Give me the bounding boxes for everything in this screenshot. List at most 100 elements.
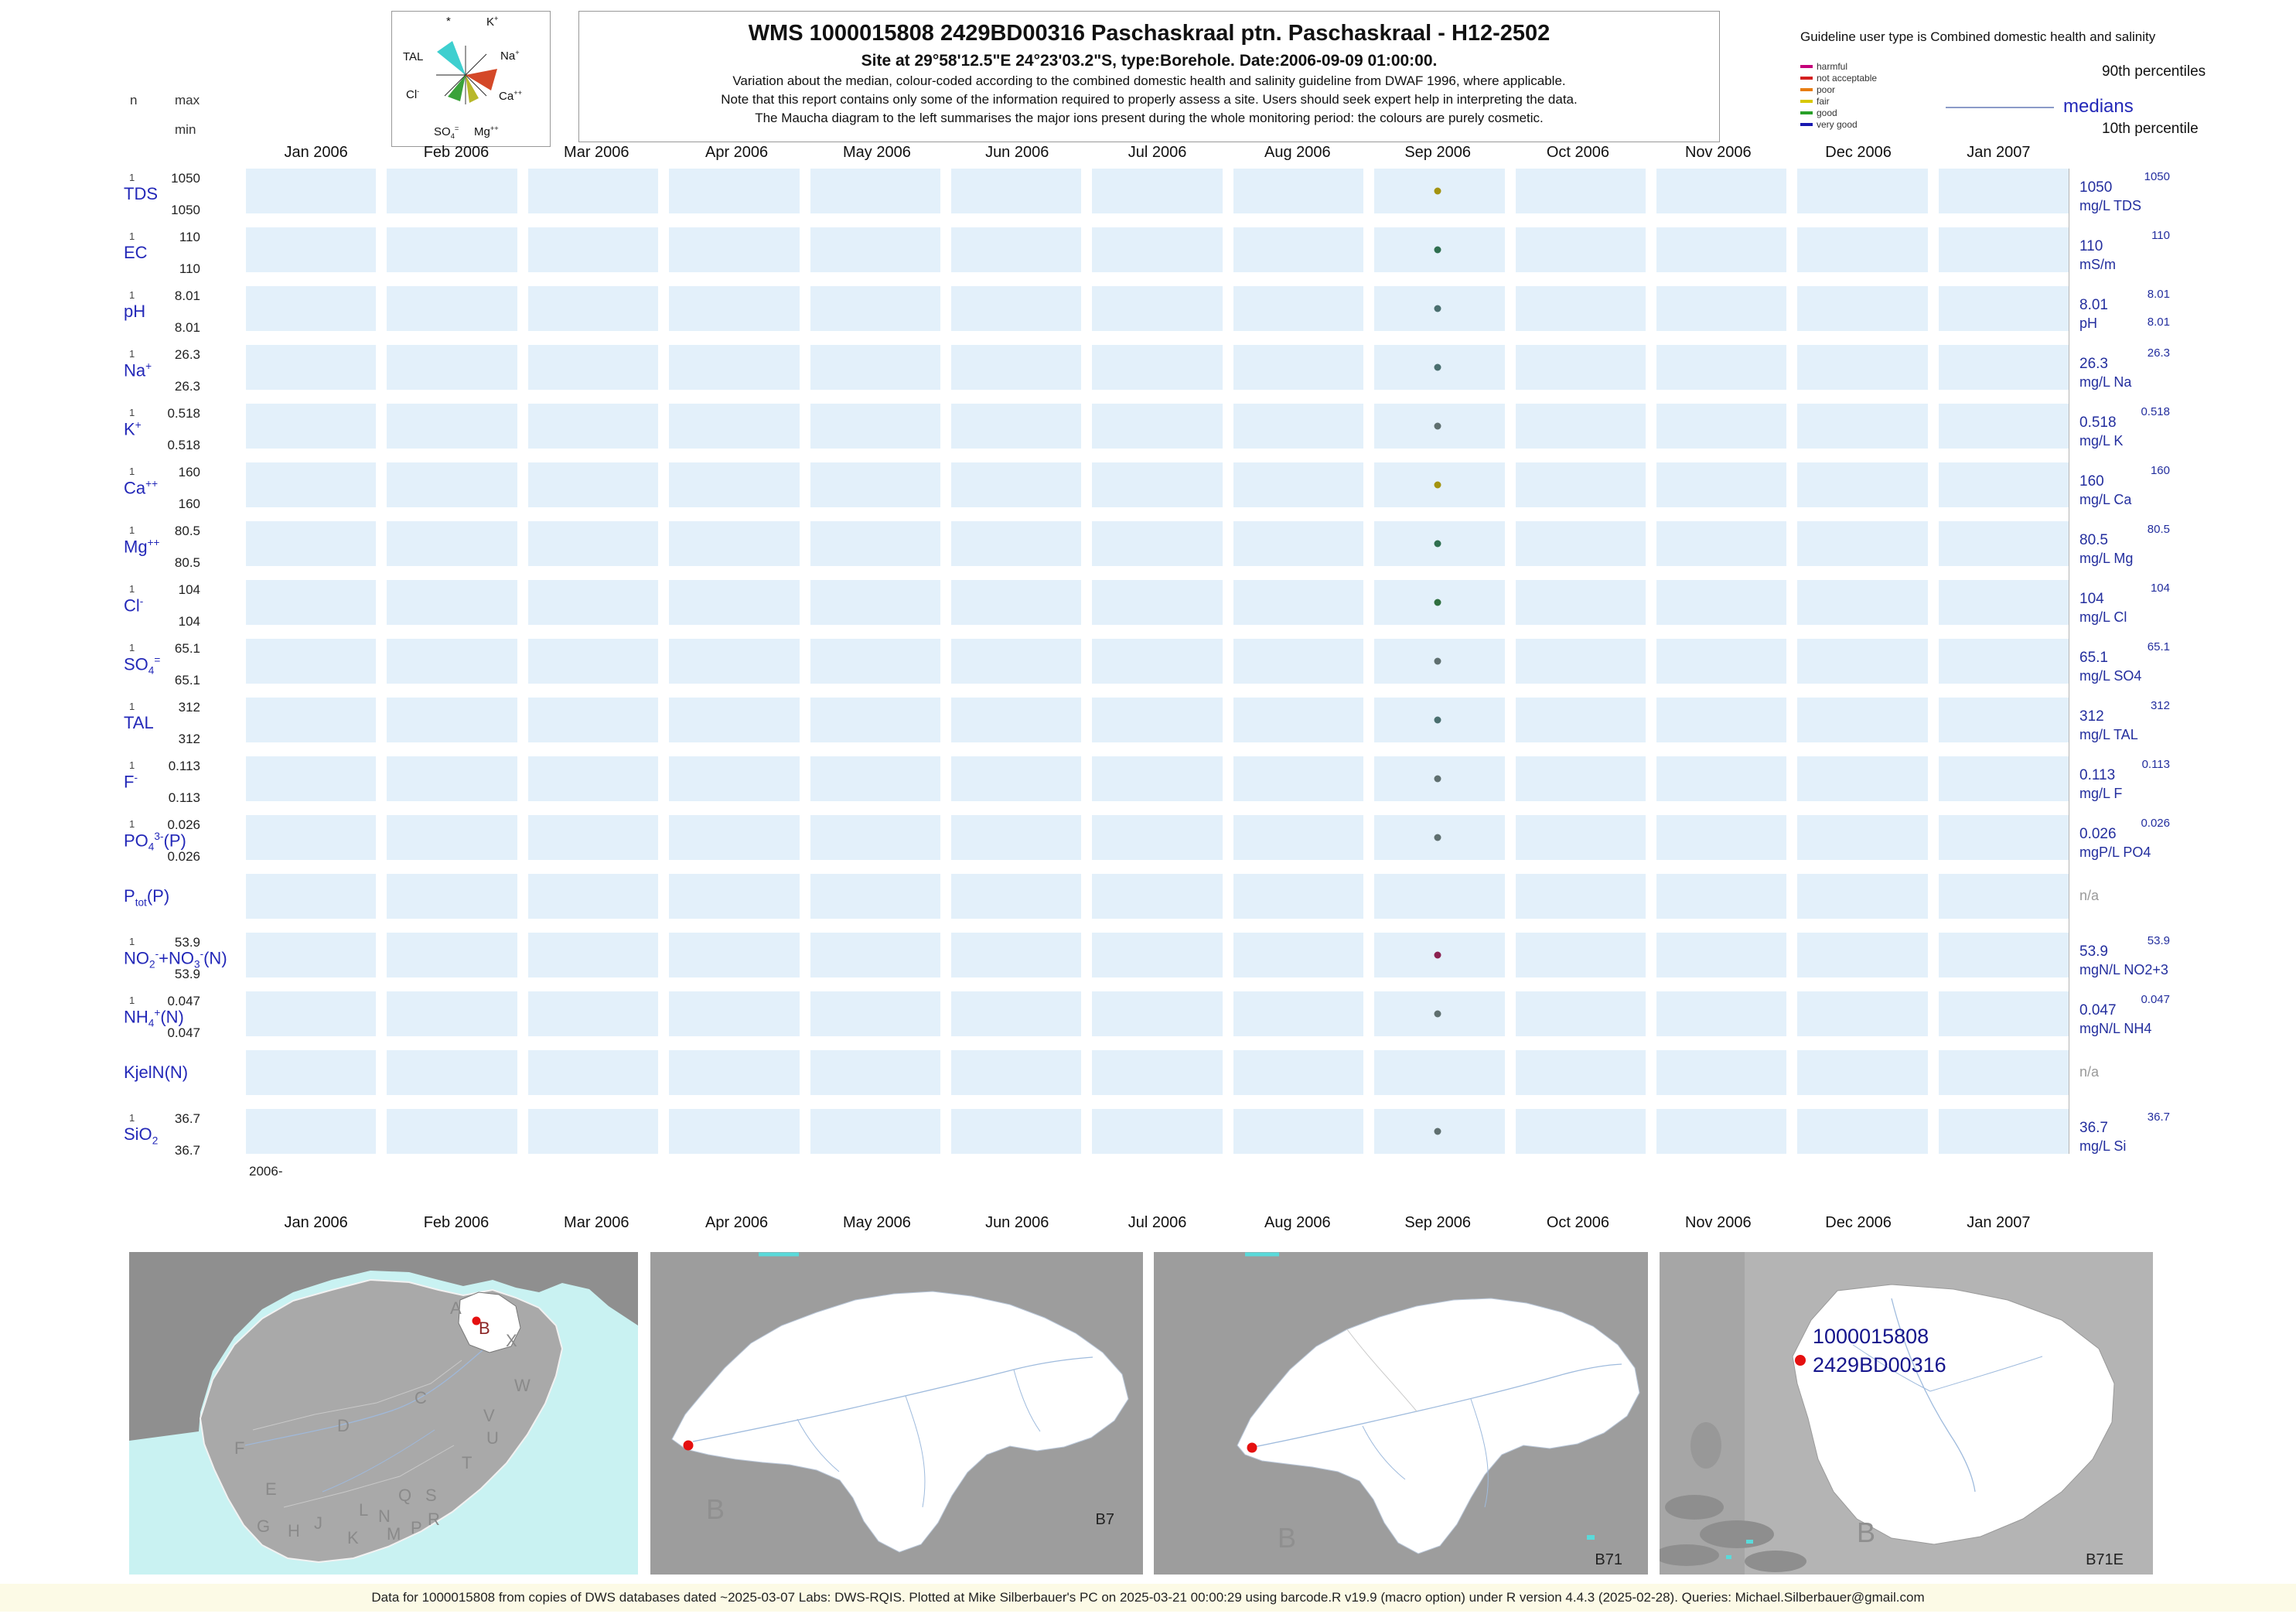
sample-dot bbox=[1434, 1128, 1441, 1135]
month-band-cell bbox=[810, 169, 940, 213]
sample-dot bbox=[1434, 951, 1441, 959]
south-africa-map-image: ABX W C V D UT F E Q S L N R JHG K M P bbox=[129, 1252, 638, 1575]
month-band-cell bbox=[1515, 462, 1646, 507]
month-band-cell bbox=[1092, 404, 1223, 449]
month-band-cell bbox=[669, 639, 800, 684]
parameter-row-nh4: 1 0.047 NH4+(N) 0.047 0.047 0.047 mgN/L NH4 bbox=[124, 991, 2216, 1040]
month-band-cell bbox=[1092, 756, 1223, 801]
sample-count: 1 bbox=[129, 1112, 135, 1124]
row-summary: 0.518 0.518 mg/L K bbox=[2073, 404, 2216, 449]
month-band-cell bbox=[1656, 1050, 1787, 1095]
legend-class-label: poor bbox=[1817, 84, 1836, 95]
month-band-cell bbox=[1233, 462, 1364, 507]
station-code-label: 2429BD00316 bbox=[1813, 1353, 1946, 1377]
month-label: May 2006 bbox=[842, 144, 911, 161]
month-band-cell bbox=[1092, 698, 1223, 742]
month-band-cell bbox=[527, 933, 659, 977]
month-band-cell bbox=[1797, 698, 1928, 742]
parameter-label: TAL bbox=[124, 713, 154, 732]
month-band-cell bbox=[810, 815, 940, 860]
month-band-cell bbox=[669, 521, 800, 566]
max-value: 8.01 bbox=[174, 288, 200, 303]
month-band-cell bbox=[1092, 991, 1223, 1036]
month-band-cell bbox=[1656, 345, 1787, 390]
month-band-cell bbox=[669, 756, 800, 801]
legend-classes: harmful not acceptable poor fair good very go… bbox=[1800, 60, 1877, 130]
month-band-cell bbox=[669, 580, 800, 625]
p90-value: 0.518 bbox=[2141, 405, 2170, 418]
station-marker bbox=[472, 1316, 481, 1325]
month-band-cell bbox=[1656, 874, 1787, 919]
p90-value: 0.047 bbox=[2141, 993, 2170, 1006]
month-band-cell bbox=[810, 639, 940, 684]
month-band-cell bbox=[246, 698, 377, 742]
row-summary: 0.047 0.047 mgN/L NH4 bbox=[2073, 991, 2216, 1036]
month-band-cell bbox=[246, 521, 377, 566]
month-band-cell bbox=[1938, 698, 2069, 742]
median-value: 0.047 bbox=[2079, 1002, 2117, 1018]
region-letter-J: J bbox=[314, 1513, 322, 1533]
median-value: 1050 bbox=[2079, 179, 2113, 196]
month-band-cell bbox=[950, 756, 1082, 801]
month-label: Aug 2006 bbox=[1264, 144, 1331, 161]
row-stats: 1 160 Ca++ 160 bbox=[124, 462, 246, 511]
maucha-ion-label: Na+ bbox=[500, 49, 520, 63]
row-stats: 1 0.113 F- 0.113 bbox=[124, 756, 246, 805]
no-data-label: n/a bbox=[2079, 888, 2100, 903]
month-band-cell bbox=[1233, 815, 1364, 860]
parameter-rows: 1 1050 TDS 1050 1050 1050 mg/L TDS 1 110 EC 110 110… bbox=[124, 169, 2216, 1168]
min-value: 0.026 bbox=[167, 849, 200, 864]
parameter-row-ca: 1 160 Ca++ 160 160 160 mg/L Ca bbox=[124, 462, 2216, 511]
month-band-cell bbox=[950, 933, 1082, 977]
parameter-label: PO43-(P) bbox=[124, 831, 186, 853]
min-value: 160 bbox=[178, 496, 200, 511]
region-letter-F: F bbox=[234, 1438, 244, 1458]
month-band-cell bbox=[669, 404, 800, 449]
row-summary: 8.01 8.01 pH 8.01 bbox=[2073, 286, 2216, 331]
month-label: Jun 2006 bbox=[985, 1214, 1049, 1231]
parameter-label: TDS bbox=[124, 184, 158, 203]
region-letter-V: V bbox=[483, 1406, 495, 1425]
month-band-cell bbox=[387, 345, 517, 390]
median-value: 312 bbox=[2079, 708, 2104, 725]
median-value: 0.518 bbox=[2079, 415, 2117, 431]
p90-value: 26.3 bbox=[2147, 346, 2170, 360]
p90-value: 53.9 bbox=[2147, 934, 2170, 947]
month-label: May 2006 bbox=[842, 1214, 911, 1231]
region-letter-B: B bbox=[479, 1319, 490, 1338]
month-band-cell bbox=[246, 1050, 377, 1095]
month-band-cell bbox=[246, 756, 377, 801]
month-band-cell bbox=[527, 991, 659, 1036]
legend-p90-label: 90th percentiles bbox=[2102, 63, 2206, 80]
month-band-cell bbox=[669, 815, 800, 860]
region-letter-T: T bbox=[462, 1453, 472, 1472]
month-band-cell bbox=[527, 1050, 659, 1095]
month-band-cell bbox=[1092, 286, 1223, 331]
month-band-cell bbox=[950, 580, 1082, 625]
row-stats: 1 53.9 NO2-+NO3-(N) 53.9 bbox=[124, 933, 246, 981]
month-band-cell bbox=[1515, 874, 1646, 919]
parameter-label: EC bbox=[124, 243, 148, 262]
sample-count: 1 bbox=[129, 289, 135, 301]
median-value: 0.113 bbox=[2079, 767, 2116, 783]
month-band-cell bbox=[1797, 1050, 1928, 1095]
parameter-row-mg: 1 80.5 Mg++ 80.5 80.5 80.5 mg/L Mg bbox=[124, 521, 2216, 570]
sample-dot bbox=[1434, 657, 1441, 665]
month-band-cell bbox=[1515, 227, 1646, 272]
p10-value: 8.01 bbox=[2147, 316, 2170, 329]
timeline-band bbox=[246, 815, 2069, 860]
month-band-cell bbox=[527, 404, 659, 449]
map-catchment-b7: B B71 bbox=[1154, 1252, 1648, 1575]
month-band-cell bbox=[1092, 227, 1223, 272]
month-band-cell bbox=[387, 169, 517, 213]
month-band-cell bbox=[950, 698, 1082, 742]
year-axis-label: 2006- bbox=[249, 1164, 283, 1179]
month-band-cell bbox=[246, 639, 377, 684]
month-band-cell bbox=[1656, 1109, 1787, 1154]
month-band-cell bbox=[1092, 169, 1223, 213]
unit-label: mg/L Si bbox=[2079, 1138, 2127, 1154]
min-value: 65.1 bbox=[174, 673, 200, 687]
month-band-cell bbox=[1233, 286, 1364, 331]
parameter-row-ptot: Ptot(P) n/a bbox=[124, 874, 2216, 919]
month-band-cell bbox=[1938, 874, 2069, 919]
